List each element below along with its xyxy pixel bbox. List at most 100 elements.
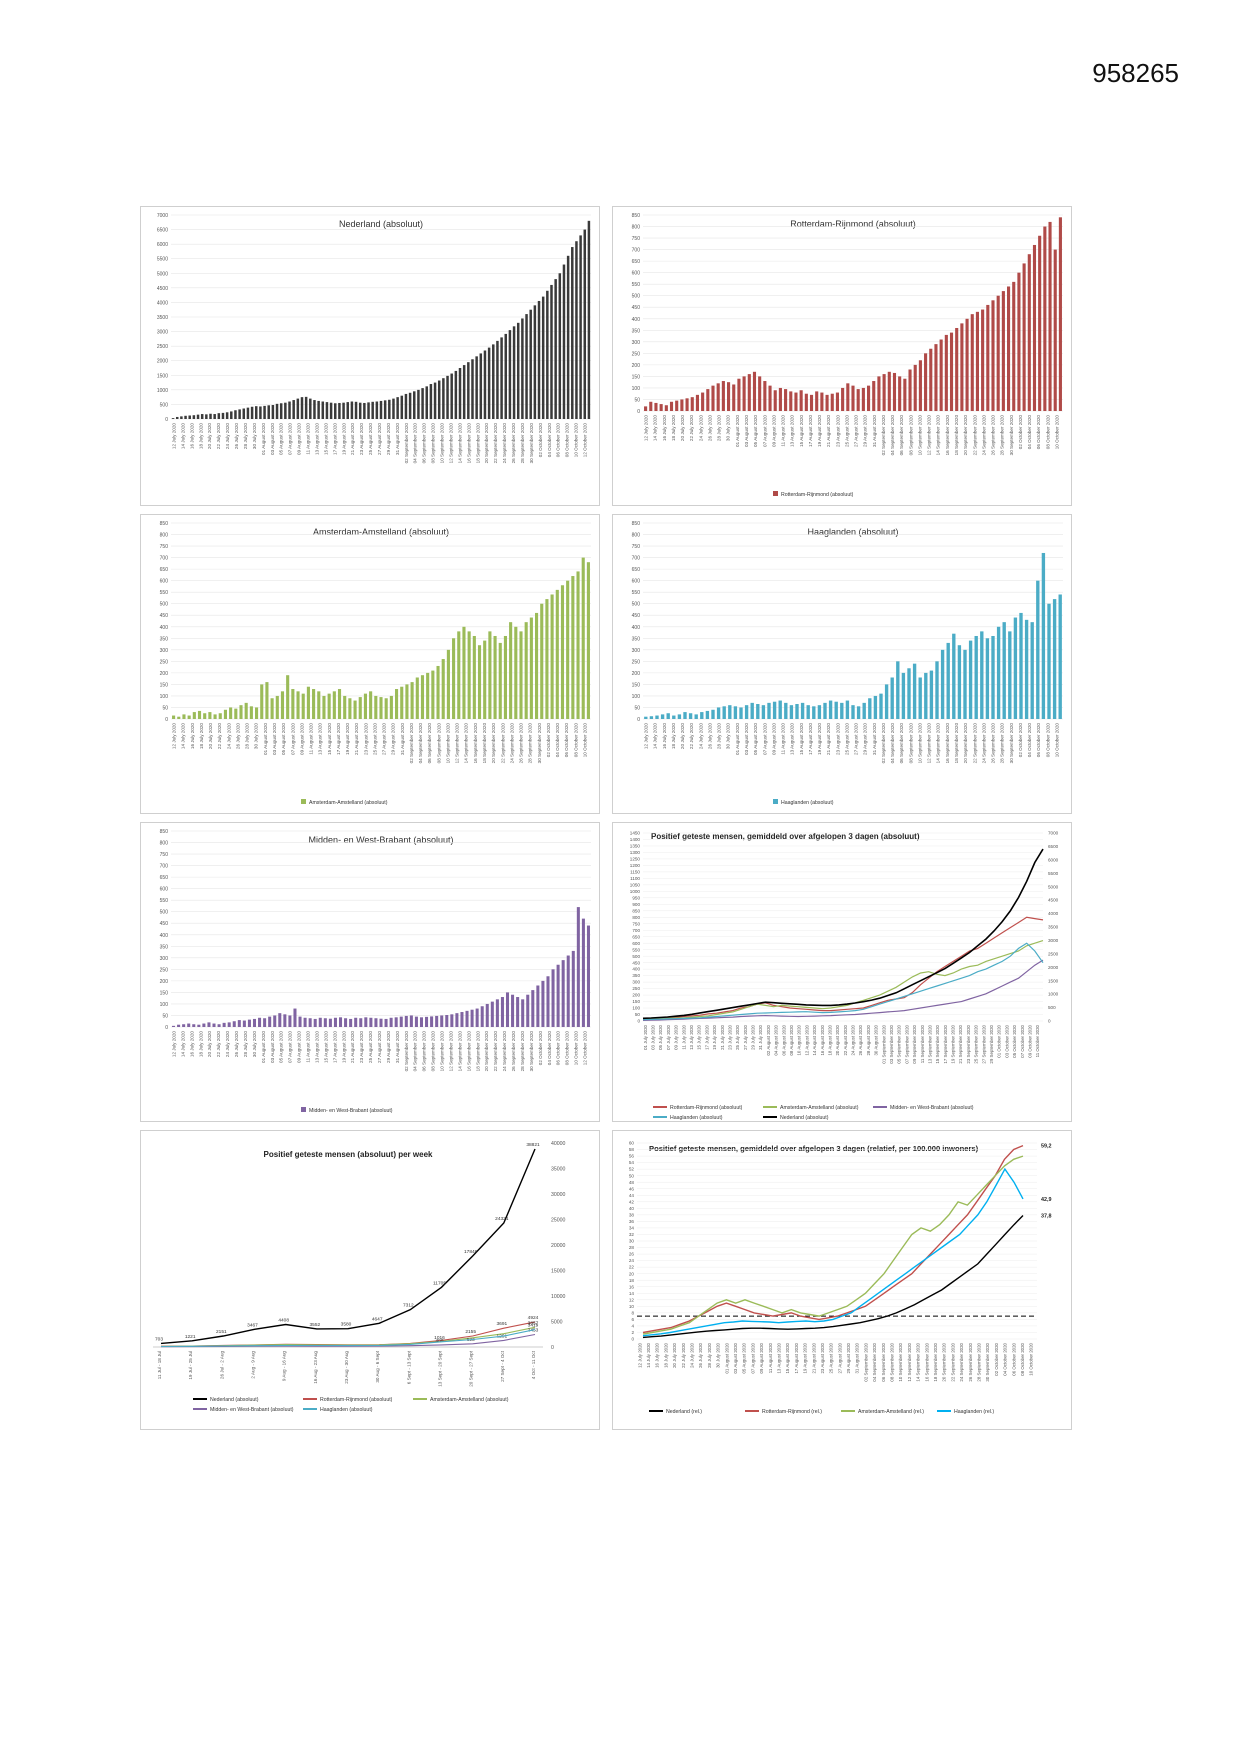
bar — [732, 384, 736, 411]
bar — [675, 400, 679, 411]
bar — [1013, 617, 1018, 719]
x-tick-label: 26 September 2020 — [991, 415, 996, 456]
x-tick-label: 25 July 2020 — [735, 1024, 740, 1049]
y-tick-label: 400 — [160, 933, 169, 939]
x-tick-label: 18 September 2020 — [954, 723, 959, 764]
x-tick-label: 16 July 2020 — [655, 1342, 660, 1367]
x-tick-label: 16 July 2020 — [190, 723, 195, 749]
y-tick-label: 500 — [632, 294, 641, 300]
bar — [249, 706, 253, 719]
x-tick-label: 16 September 2020 — [945, 723, 950, 764]
y-tick-label: 750 — [160, 544, 169, 550]
x-tick-label: 09 August 2020 — [771, 723, 776, 755]
y-tick-label: 400 — [632, 317, 641, 323]
x-tick-label: 21 August 2020 — [350, 423, 355, 455]
x-tick-label: 13 August 2020 — [776, 1342, 781, 1373]
bar — [321, 401, 325, 419]
x-tick-label: 02 September 2020 — [409, 723, 414, 764]
bar — [817, 705, 822, 719]
x-tick-label: 05 September 2020 — [897, 1024, 902, 1063]
bar — [688, 713, 693, 719]
y-tick-label: 1500 — [157, 373, 168, 379]
bar — [408, 392, 412, 419]
bar — [450, 373, 453, 419]
bar — [535, 612, 539, 719]
bar — [180, 416, 183, 419]
bar — [846, 383, 850, 411]
x-tick-label: 29 September 2020 — [989, 1024, 994, 1063]
chart-nederland-svg: Nederland (absoluut) 0 500 1000 1500 2000 2500… — [157, 213, 591, 463]
x-tick-label: 26 Jul - 2 Aug — [219, 1351, 224, 1380]
bar — [454, 370, 458, 419]
x-tick-label: 26 September 2020 — [991, 723, 996, 764]
x-tick-label: 23 August 2020 — [835, 723, 840, 755]
bar — [841, 387, 845, 411]
bar — [1041, 552, 1046, 719]
bar — [328, 1018, 332, 1027]
bar — [892, 372, 897, 411]
bar — [421, 388, 424, 419]
bar — [884, 684, 889, 719]
bar — [571, 247, 574, 419]
x-tick-label: 05 August 2020 — [279, 1031, 284, 1063]
y-tick-label: 100 — [632, 1006, 640, 1011]
bar — [496, 340, 499, 419]
bar — [940, 649, 945, 719]
x-tick-label: 15 August 2020 — [799, 723, 804, 755]
bar — [197, 1024, 201, 1027]
y-tick-label: 2500 — [157, 344, 168, 350]
bar — [877, 376, 881, 411]
x-tick-label: 11 August 2020 — [781, 723, 786, 755]
chart-weekly: Positief geteste mensen (absoluut) per w… — [140, 1130, 600, 1430]
x-tick-label: 30 September 2020 — [529, 1031, 534, 1072]
x-tick-label: 16 July 2020 — [662, 415, 667, 441]
x-tick-label: 05 August 2020 — [753, 723, 758, 755]
x-tick-label: 10 August 2020 — [797, 1024, 802, 1055]
y-tick-label: 800 — [160, 533, 169, 539]
y-tick-label: 850 — [632, 521, 641, 527]
y-tick-label: 550 — [632, 947, 640, 952]
bar — [293, 1008, 297, 1027]
bar — [384, 1018, 388, 1027]
bar — [308, 1018, 312, 1027]
x-tick-label: 20 September 2020 — [963, 415, 968, 456]
bar — [485, 1003, 489, 1027]
bar — [278, 1013, 282, 1027]
x-tick-label: 28 September 2020 — [528, 723, 533, 764]
bar — [404, 393, 408, 419]
y-tick-label: 30 — [629, 1239, 635, 1244]
x-tick-label: 02 October 2020 — [994, 1342, 999, 1375]
x-tick-label: 05 July 2020 — [658, 1024, 663, 1049]
bar — [537, 300, 541, 419]
x-tick-label: 14 September 2020 — [916, 1342, 921, 1381]
bar — [480, 1006, 484, 1027]
y-tick-label: 150 — [160, 990, 169, 996]
x-tick-label: 30 Aug - 6 Sept — [375, 1350, 380, 1382]
bar — [327, 693, 331, 719]
x-tick-label: 30 July 2020 — [252, 423, 257, 449]
x-tick-label: 30 September 2020 — [537, 723, 542, 764]
y-tick-label: 1100 — [630, 876, 640, 881]
bar — [996, 295, 1000, 411]
bar — [789, 391, 793, 411]
chart-title: Nederland (absoluut) — [339, 219, 423, 229]
data-label: 3857 — [528, 1320, 539, 1326]
bar — [778, 387, 782, 411]
bar — [512, 326, 516, 419]
x-tick-label: 20 July 2020 — [207, 1031, 212, 1057]
bar — [772, 701, 777, 719]
bar — [230, 411, 233, 419]
bar — [541, 296, 545, 419]
x-tick-label: 07 August 2020 — [762, 723, 767, 755]
bar — [795, 704, 799, 719]
data-label: 2151 — [216, 1329, 227, 1335]
x-tick-label: 03 August 2020 — [270, 1031, 275, 1063]
x-tick-label: 17 August 2020 — [794, 1342, 799, 1373]
x-tick-label: 4 Oct - 11 Oct — [531, 1350, 536, 1379]
x-tick-label: 04 September 2020 — [890, 723, 895, 764]
bar — [404, 1015, 408, 1027]
bar — [887, 371, 891, 411]
x-tick-label: 12 September 2020 — [927, 415, 932, 456]
bar — [545, 599, 549, 719]
x-tick-label: 31 August 2020 — [395, 1031, 400, 1063]
